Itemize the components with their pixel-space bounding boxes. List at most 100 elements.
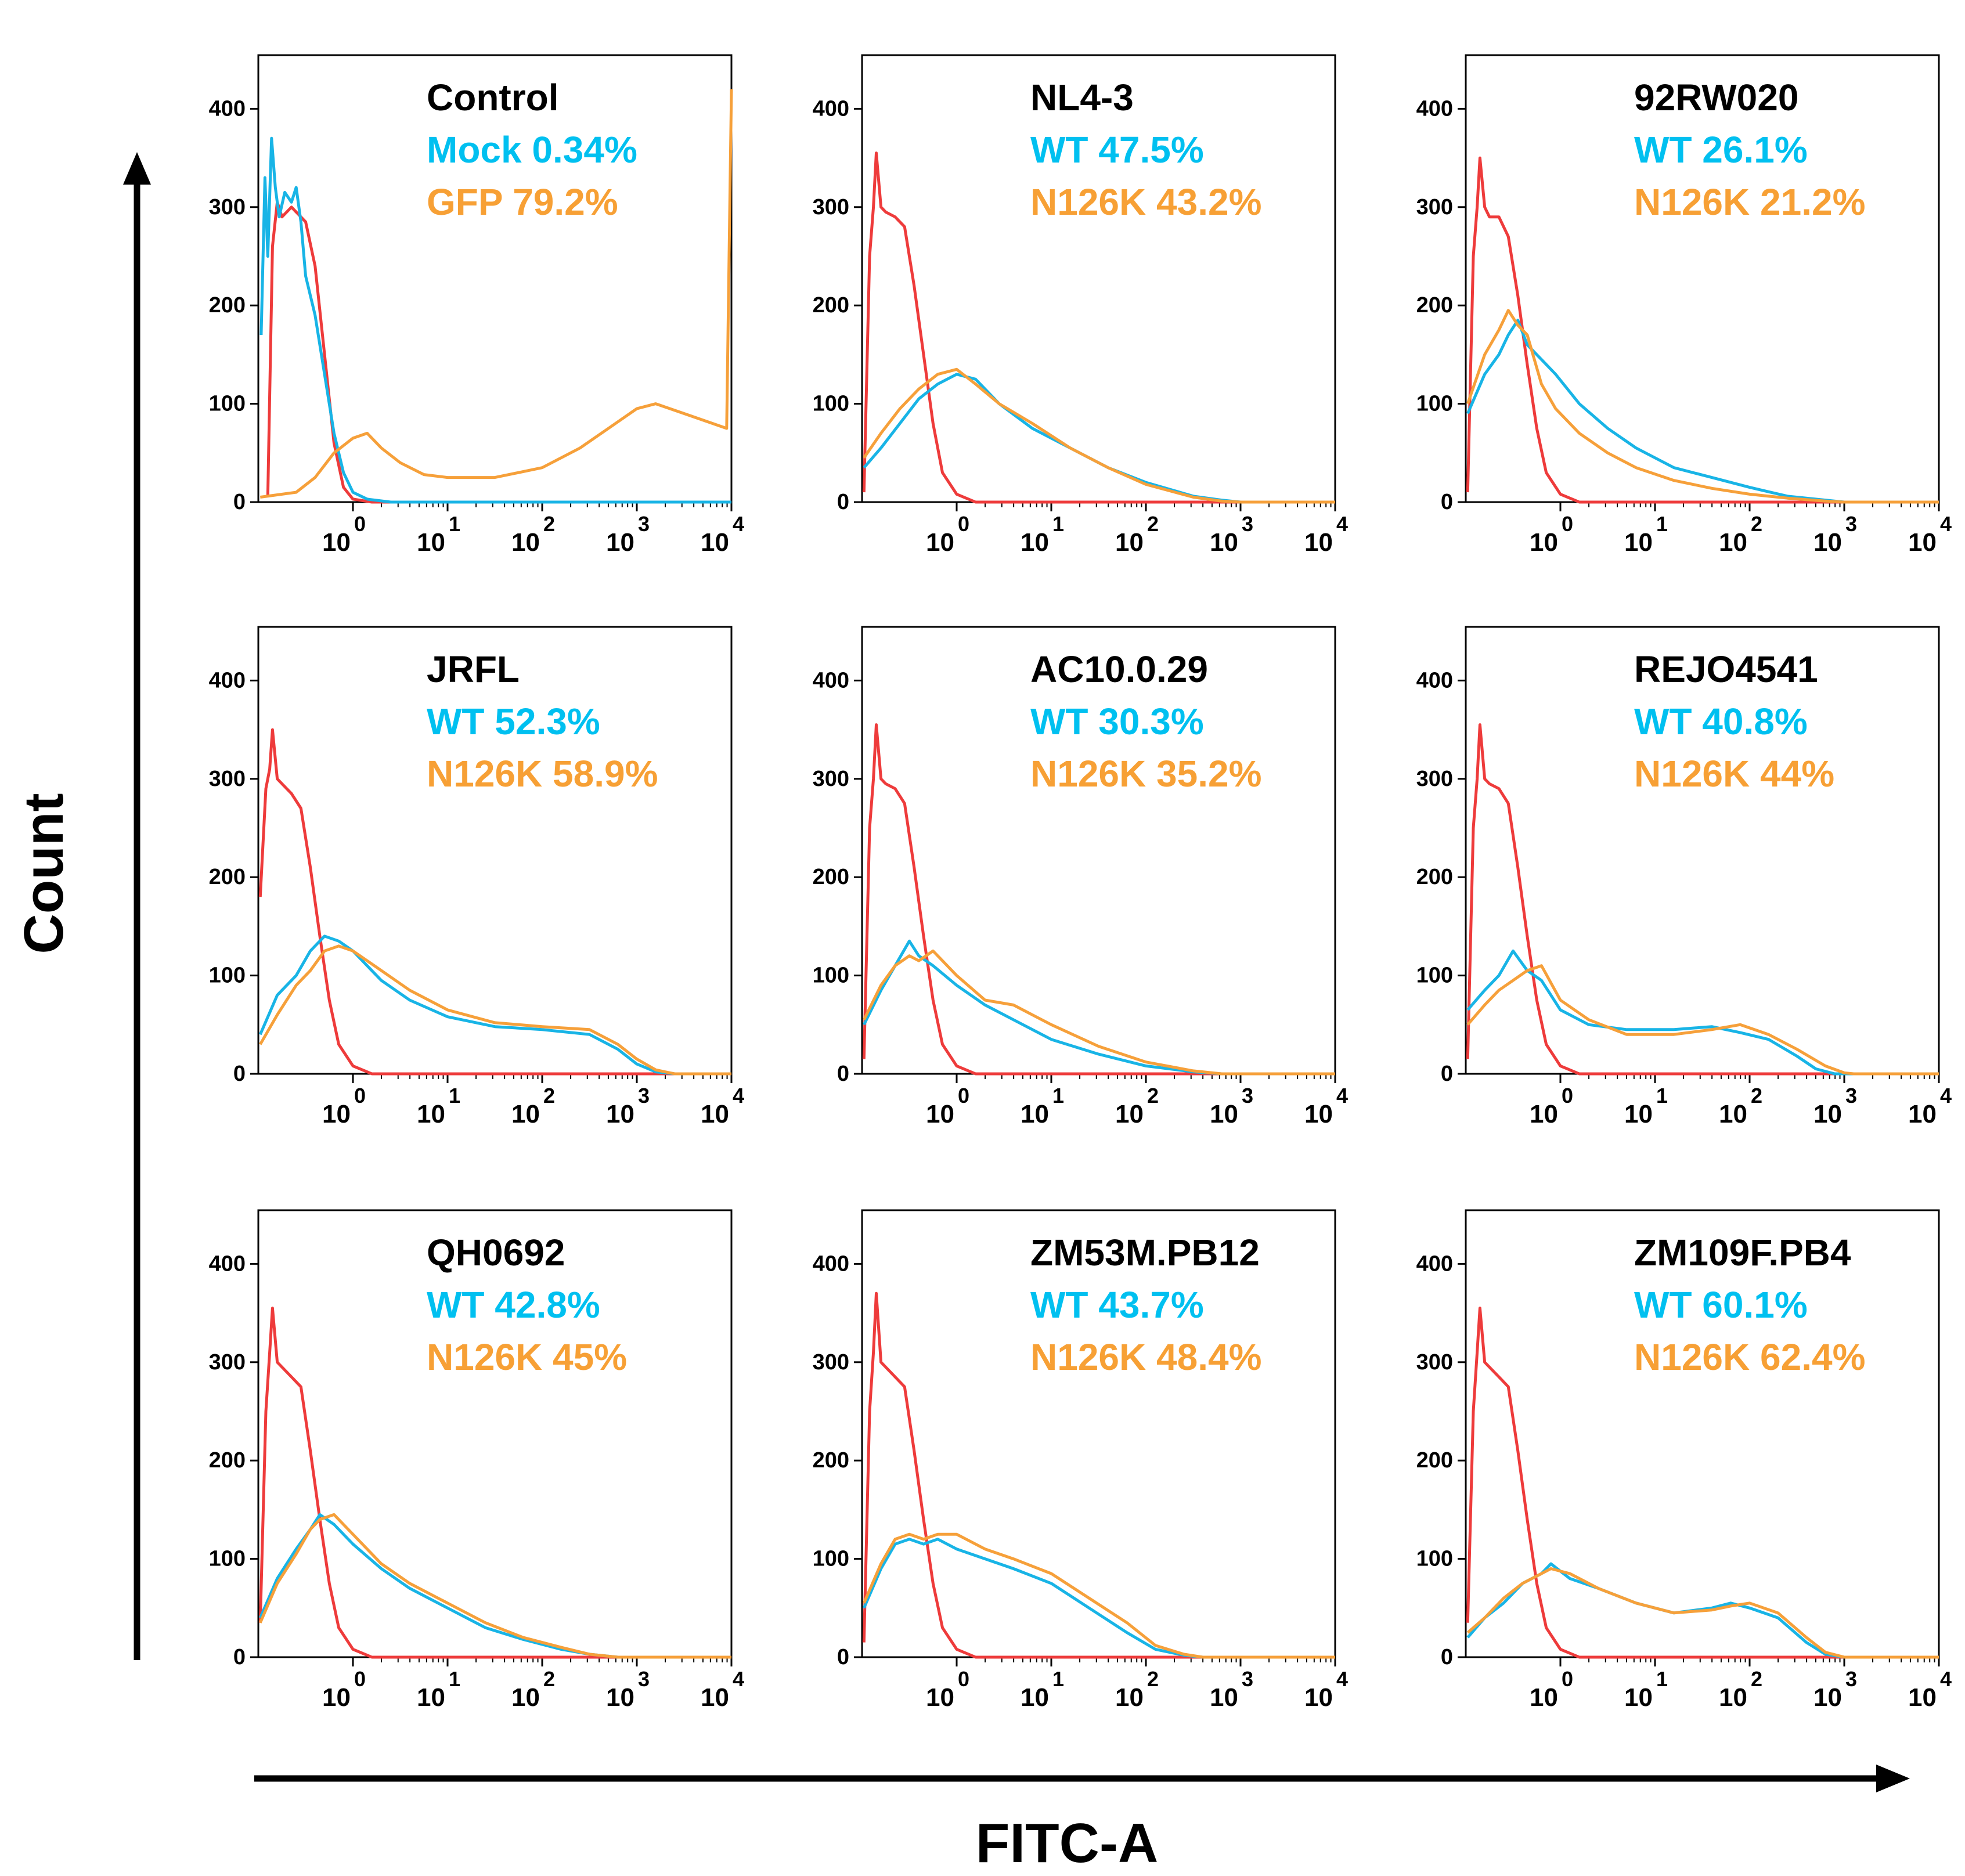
histogram-panel: 0100200300400100101102103104ControlMock … [209, 54, 744, 557]
x-tick-exponent: 0 [1562, 1084, 1573, 1107]
y-tick-label: 0 [1441, 1645, 1453, 1669]
x-tick-exponent: 0 [958, 1667, 969, 1691]
legend-entry: Mock 0.34% [427, 129, 637, 171]
x-tick-label: 10 [1813, 528, 1842, 557]
x-tick-label: 10 [701, 528, 729, 557]
x-tick-label: 10 [1304, 528, 1333, 557]
legend-name: N126K [1634, 753, 1750, 795]
legend-entry: N126K 35.2% [1030, 753, 1261, 795]
panel-title: 92RW020 [1634, 77, 1798, 118]
y-tick-label: 0 [837, 1062, 849, 1086]
x-tick-exponent: 0 [354, 1667, 366, 1691]
y-tick-label: 0 [233, 1062, 246, 1086]
x-tick-label: 10 [926, 1100, 954, 1128]
x-tick-label: 10 [1304, 1683, 1333, 1712]
y-tick-label: 100 [209, 964, 246, 988]
y-tick-label: 0 [233, 490, 246, 514]
x-tick-label: 10 [1719, 1100, 1747, 1128]
y-tick-label: 300 [209, 195, 246, 219]
legend-percent: 47.5% [1098, 129, 1203, 171]
panel-title: ZM53M.PB12 [1030, 1232, 1260, 1273]
x-tick-label: 10 [701, 1683, 729, 1712]
x-tick-exponent: 0 [958, 1084, 969, 1107]
x-tick-exponent: 3 [1845, 1084, 1857, 1107]
y-tick-label: 0 [837, 490, 849, 514]
series-line-wt [259, 935, 731, 1076]
y-tick-label: 200 [209, 293, 246, 318]
legend-entry: N126K 21.2% [1634, 181, 1865, 223]
legend-name: N126K [427, 1336, 542, 1378]
legend-percent: 58.9% [553, 753, 658, 795]
histogram-panel: 0100200300400100101102103104ZM109F.PB4WT… [1416, 1209, 1952, 1712]
x-tick-label: 10 [1908, 528, 1937, 557]
legend-name: WT [1030, 701, 1088, 742]
panel-title: NL4-3 [1030, 77, 1134, 118]
x-tick-exponent: 4 [1336, 1084, 1348, 1107]
x-tick-exponent: 3 [638, 1667, 650, 1691]
legend-entry: N126K 58.9% [427, 753, 658, 795]
legend-entry: N126K 45% [427, 1336, 627, 1378]
x-tick-label: 10 [1115, 1100, 1144, 1128]
x-tick-exponent: 1 [1656, 1084, 1668, 1107]
legend-percent: 48.4% [1156, 1336, 1261, 1378]
x-tick-label: 10 [1021, 528, 1049, 557]
legend-percent: 42.8% [495, 1284, 600, 1326]
x-tick-label: 10 [1719, 1683, 1747, 1712]
x-tick-label: 10 [1021, 1100, 1049, 1128]
x-tick-label: 10 [322, 1100, 351, 1128]
y-tick-label: 100 [209, 1547, 246, 1571]
y-tick-label: 400 [209, 1251, 246, 1276]
x-tick-exponent: 4 [1940, 1667, 1952, 1691]
legend-entry: N126K 44% [1634, 753, 1834, 795]
legend-name: WT [427, 1284, 485, 1326]
legend-percent: 44% [1760, 753, 1834, 795]
y-tick-label: 200 [209, 1448, 246, 1473]
series-line-n126k [259, 1513, 731, 1659]
legend-entry: GFP 79.2% [427, 181, 618, 223]
x-tick-exponent: 4 [1336, 512, 1348, 536]
legend-entry: N126K 48.4% [1030, 1336, 1261, 1378]
legend-percent: 45% [553, 1336, 627, 1378]
legend-name: WT [1634, 701, 1692, 742]
x-tick-exponent: 1 [449, 1667, 460, 1691]
legend-name: N126K [1634, 1336, 1750, 1378]
y-tick-label: 100 [813, 392, 849, 416]
y-tick-label: 400 [1416, 96, 1453, 121]
x-tick-label: 10 [701, 1100, 729, 1128]
x-tick-exponent: 2 [543, 1667, 555, 1691]
y-tick-label: 400 [813, 96, 849, 121]
x-tick-label: 10 [417, 528, 445, 557]
series-line-n126k [259, 944, 731, 1076]
y-tick-label: 0 [233, 1645, 246, 1669]
x-tick-label: 10 [1813, 1683, 1842, 1712]
legend-entry: N126K 43.2% [1030, 181, 1261, 223]
x-tick-label: 10 [1210, 1683, 1238, 1712]
x-tick-exponent: 1 [1656, 1667, 1668, 1691]
x-tick-exponent: 4 [733, 1667, 744, 1691]
panel-title: QH0692 [427, 1232, 565, 1273]
legend-percent: 43.2% [1156, 181, 1261, 223]
y-tick-label: 300 [813, 1350, 849, 1374]
x-tick-exponent: 4 [1940, 512, 1952, 536]
y-tick-label: 200 [1416, 1448, 1453, 1473]
y-tick-label: 300 [209, 1350, 246, 1374]
x-tick-label: 10 [1908, 1100, 1937, 1128]
y-tick-label: 300 [209, 767, 246, 791]
x-axis-arrowhead [1876, 1765, 1910, 1792]
legend-percent: 30.3% [1098, 701, 1203, 742]
x-tick-label: 10 [1304, 1100, 1333, 1128]
x-tick-label: 10 [1210, 1100, 1238, 1128]
series-line-unstained [258, 1307, 731, 1659]
x-tick-exponent: 2 [1147, 1084, 1159, 1107]
x-tick-exponent: 2 [543, 1084, 555, 1107]
x-tick-exponent: 2 [1751, 512, 1762, 536]
x-tick-label: 10 [1530, 1100, 1558, 1128]
y-tick-label: 400 [813, 668, 849, 692]
x-tick-label: 10 [511, 1100, 540, 1128]
histogram-panel: 0100200300400100101102103104AC10.0.29WT … [813, 626, 1348, 1128]
legend-entry: WT 43.7% [1030, 1284, 1204, 1326]
series-line-n126k [1466, 1567, 1939, 1659]
